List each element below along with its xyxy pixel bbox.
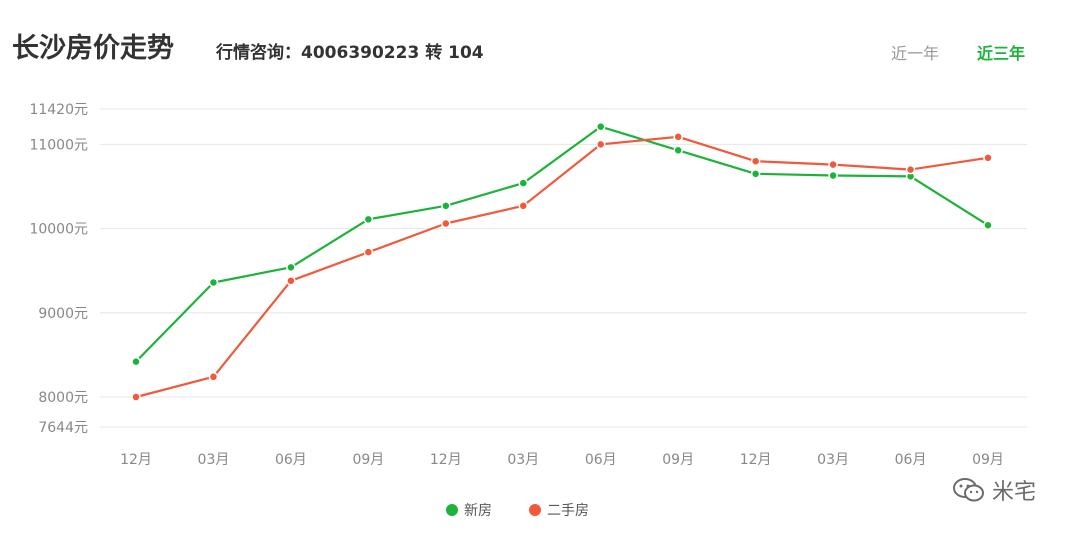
- data-point[interactable]: [595, 121, 606, 132]
- data-point[interactable]: [828, 170, 838, 181]
- data-point[interactable]: [750, 169, 761, 179]
- y-tick-label: 10000元: [29, 222, 88, 238]
- y-axis-ticks: 7644元 8000元 9000元 10000元 11000元 11420元: [29, 102, 88, 436]
- data-point[interactable]: [363, 214, 374, 225]
- data-point[interactable]: [286, 276, 296, 286]
- watermark: 米宅: [952, 474, 1036, 506]
- data-point[interactable]: [131, 356, 141, 367]
- data-point[interactable]: [286, 262, 296, 273]
- hotline-text: 行情咨询：4006390223 转 104: [216, 43, 484, 63]
- data-point[interactable]: [750, 156, 761, 166]
- data-point[interactable]: [518, 201, 529, 211]
- data-point[interactable]: [828, 159, 838, 170]
- data-point[interactable]: [518, 178, 529, 188]
- x-tick-label: 12月: [120, 452, 152, 468]
- watermark-text: 米宅: [992, 480, 1037, 505]
- chart-title: 长沙房价走势: [12, 33, 174, 64]
- tab-three-years[interactable]: 近三年: [977, 44, 1026, 63]
- y-tick-label: 8000元: [38, 390, 88, 406]
- series-new: [131, 121, 993, 367]
- price-trend-chart: 7644元 8000元 9000元 10000元 11000元 11420元 12月 03月…: [29, 102, 1027, 468]
- y-tick-label: 11420元: [29, 102, 88, 118]
- y-tick-label: 11000元: [29, 137, 88, 153]
- data-point[interactable]: [131, 392, 141, 402]
- data-point[interactable]: [905, 164, 916, 175]
- data-point[interactable]: [595, 139, 606, 150]
- data-point[interactable]: [208, 277, 219, 288]
- data-point[interactable]: [363, 247, 374, 257]
- y-tick-label: 7644元: [38, 420, 88, 436]
- wechat-icon: [953, 478, 984, 502]
- legend-item-second[interactable]: 二手房: [529, 500, 589, 520]
- data-point[interactable]: [441, 201, 451, 211]
- x-tick-label: 06月: [895, 452, 927, 468]
- x-tick-label: 12月: [740, 452, 772, 468]
- x-tick-label: 09月: [352, 452, 384, 468]
- tab-one-year[interactable]: 近一年: [891, 44, 940, 63]
- data-point[interactable]: [983, 220, 993, 230]
- x-tick-label: 12月: [430, 452, 462, 468]
- y-tick-label: 9000元: [38, 306, 88, 322]
- x-tick-label: 03月: [817, 452, 849, 468]
- x-tick-label: 06月: [585, 452, 617, 468]
- data-point[interactable]: [983, 153, 993, 163]
- x-tick-label: 09月: [972, 452, 1004, 468]
- data-point[interactable]: [441, 218, 451, 229]
- legend-dot-second: [529, 504, 541, 516]
- data-point[interactable]: [673, 132, 683, 142]
- x-tick-label: 06月: [275, 452, 307, 468]
- x-axis-ticks: 12月 03月 06月 09月 12月 03月 06月 09月 12月 03月 06月 09月: [120, 452, 1004, 468]
- grid-lines: [100, 108, 1027, 428]
- legend-dot-new: [446, 504, 458, 516]
- legend-item-new[interactable]: 新房: [446, 500, 492, 520]
- chart-header: 长沙房价走势 行情咨询：4006390223 转 104 近一年 近三年: [0, 0, 1080, 80]
- series-second: [131, 132, 993, 402]
- chart-legend: 新房 二手房: [0, 498, 1080, 522]
- data-point[interactable]: [208, 372, 219, 382]
- x-tick-label: 03月: [507, 452, 539, 468]
- x-tick-label: 09月: [662, 452, 694, 468]
- legend-label-new: 新房: [464, 503, 492, 519]
- legend-label-second: 二手房: [547, 503, 589, 519]
- series-lines: [131, 121, 993, 402]
- series-line: [135, 135, 989, 399]
- data-point[interactable]: [673, 145, 683, 156]
- series-line: [135, 125, 989, 363]
- x-tick-label: 03月: [198, 452, 230, 468]
